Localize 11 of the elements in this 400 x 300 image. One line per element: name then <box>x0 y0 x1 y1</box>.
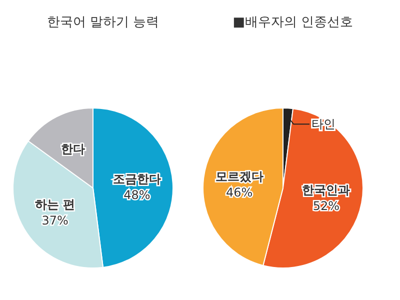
data-label: 48% <box>124 188 150 202</box>
data-label: 46% <box>226 185 253 200</box>
slice-label: 조금한다 <box>112 172 161 186</box>
slice-label: 모르겠다 <box>215 169 264 184</box>
slice-label: 한국인과 <box>302 183 350 198</box>
data-label: 37% <box>42 213 68 228</box>
chart-title: ■배우자의 인종선호 <box>232 14 354 32</box>
slice-label: 한다 <box>61 142 86 156</box>
chart-title: 한국어 말하기 능력 <box>46 14 160 32</box>
slice-label: 하는 편 <box>35 197 76 212</box>
data-label: 52% <box>312 199 340 214</box>
